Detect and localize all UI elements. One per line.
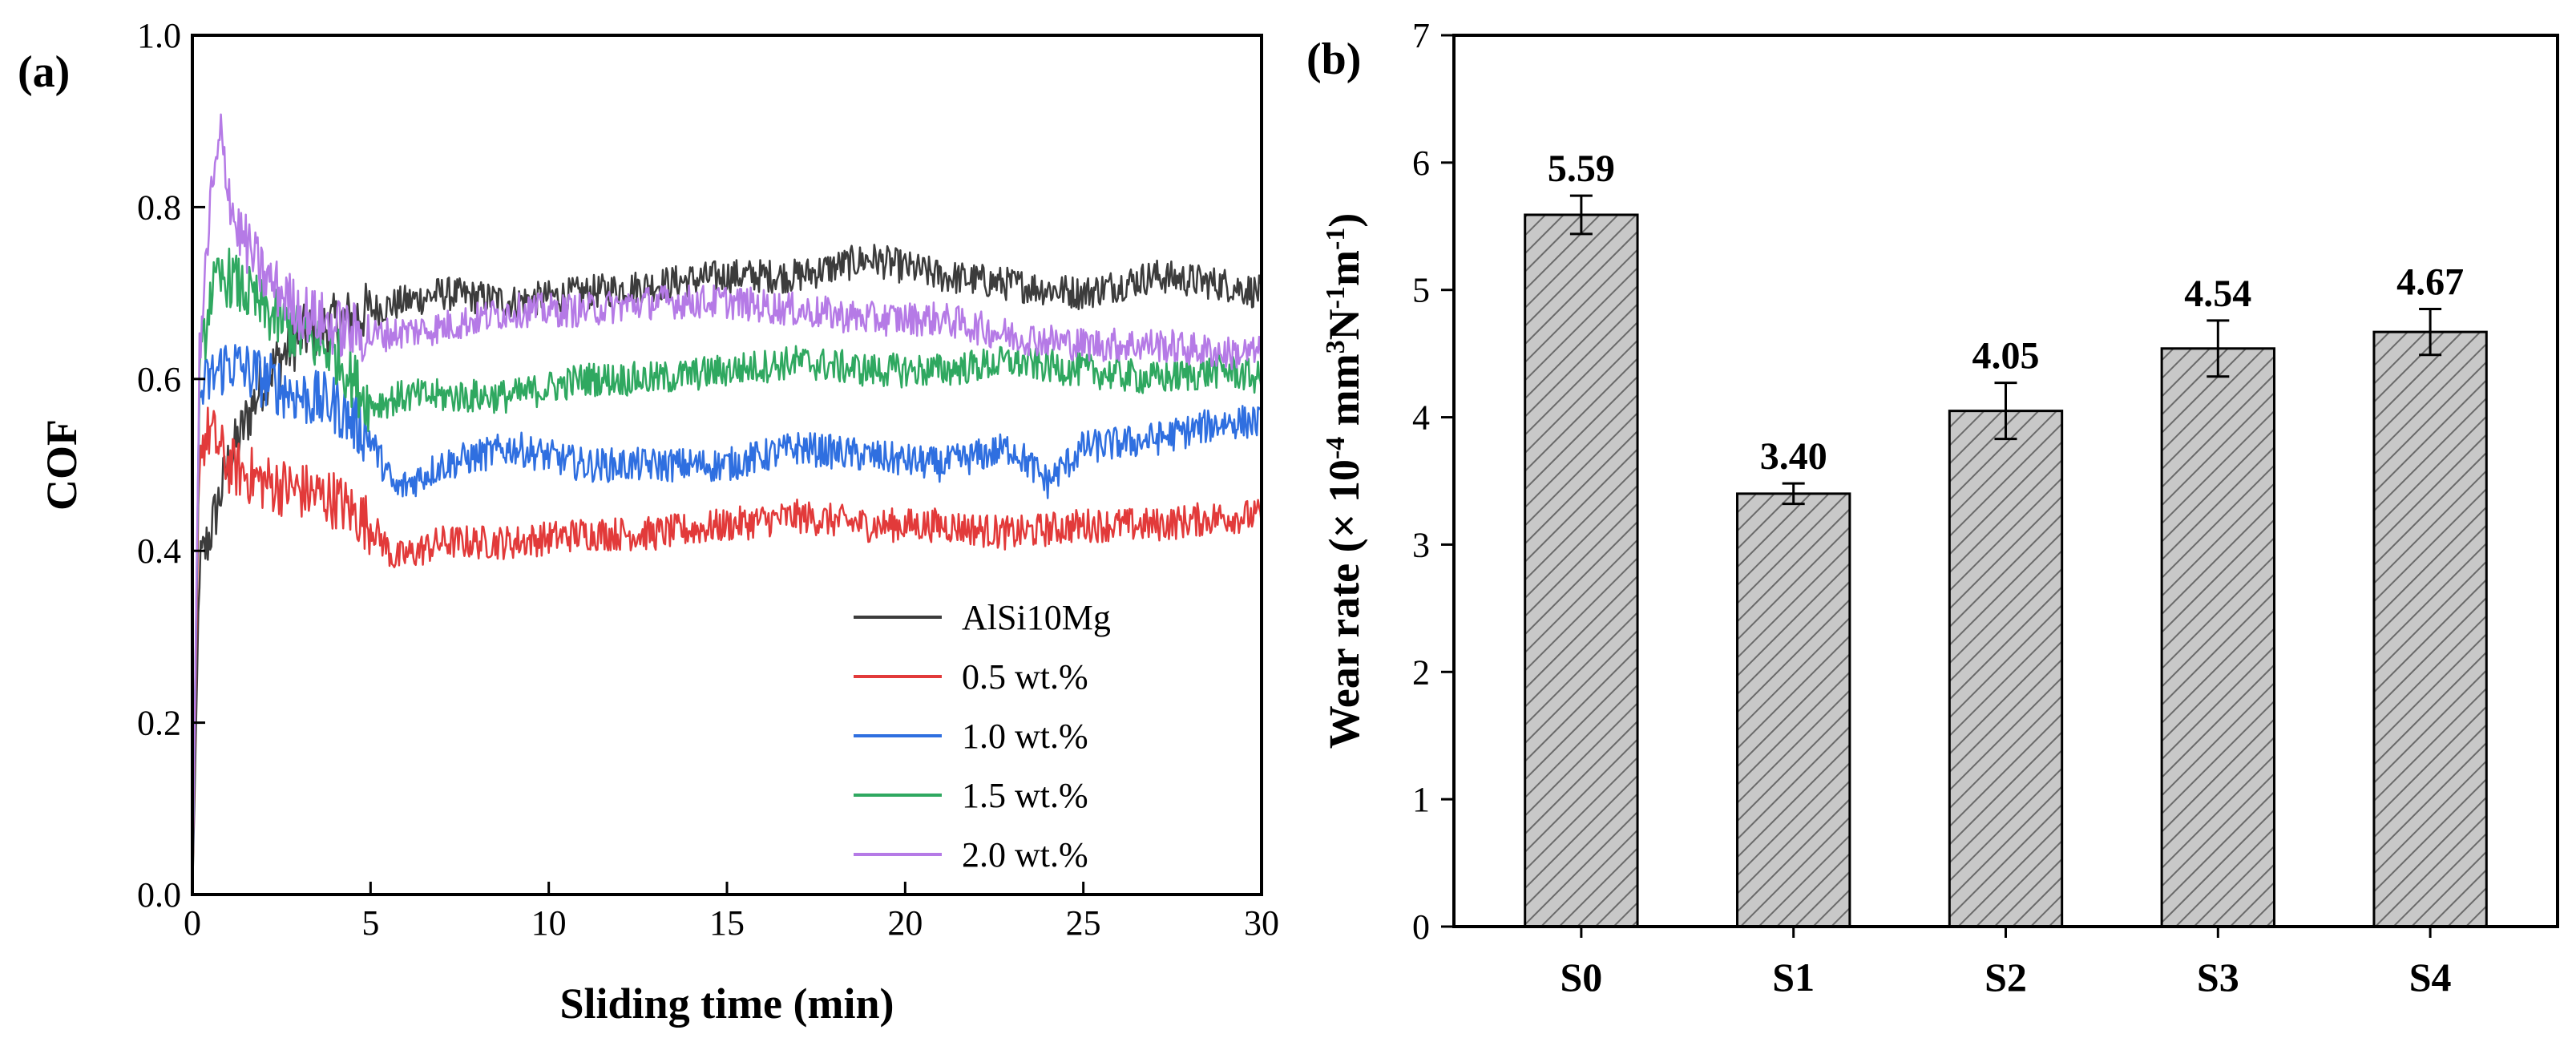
bar-S2 xyxy=(1948,410,2064,928)
x-tick-label: 15 xyxy=(709,903,745,943)
legend-label: 1.0 wt.% xyxy=(962,717,1088,756)
y-tick-label: 1.0 xyxy=(137,16,181,55)
panel-b: (b) 5.59 3.40 4.05 4.54 4.67 0 1 2 3 4 5 6 7 S0 S1 S2 S… xyxy=(1306,16,2559,1000)
panel-a-x-axis-label: Sliding time (min) xyxy=(559,979,894,1028)
x-tick-label: 0 xyxy=(184,903,201,943)
bar-value-label: 4.54 xyxy=(2184,273,2251,315)
series-line-4 xyxy=(191,247,1263,895)
panel-a-series xyxy=(191,113,1263,895)
y-tick-label: 2 xyxy=(1412,652,1430,692)
x-tick-label: 10 xyxy=(531,903,567,943)
y-tick-label: 0.6 xyxy=(137,360,181,399)
panel-b-ticks: 0 1 2 3 4 5 6 7 S0 S1 S2 S3 S4 xyxy=(1412,16,2452,1000)
bar-S4 xyxy=(2372,330,2488,928)
series-line-2 xyxy=(191,406,1263,895)
bar-value-label: 4.05 xyxy=(1972,335,2040,378)
category-label: S1 xyxy=(1772,955,1815,1000)
y-tick-label: 0.8 xyxy=(137,188,181,227)
legend-label: 2.0 wt.% xyxy=(962,835,1088,874)
y-tick-label: 0 xyxy=(1412,907,1430,947)
x-tick-label: 30 xyxy=(1244,903,1279,943)
bar-value-label: 5.59 xyxy=(1548,147,1615,190)
legend-label: AlSi10Mg xyxy=(962,598,1111,637)
bar-S1 xyxy=(1736,492,1851,928)
y-tick-label: 3 xyxy=(1412,525,1430,564)
panel-b-y-axis-label: Wear rate (× 10-4 mm3N-1m-1) xyxy=(1320,213,1368,749)
bar-value-label: 4.67 xyxy=(2396,261,2464,304)
y-tick-label: 1 xyxy=(1412,780,1430,819)
y-tick-label: 0.2 xyxy=(137,704,181,743)
panel-a-y-axis-label: COF xyxy=(38,419,86,511)
panel-a: (a) 0 5 10 15 20 25 30 0.0 0.2 0.4 0.6 0.8 1.0 Slidi… xyxy=(18,16,1279,1028)
legend-label: 0.5 wt.% xyxy=(962,657,1088,697)
series-line-1 xyxy=(191,244,1263,895)
category-label: S4 xyxy=(2409,955,2452,1000)
y-tick-label: 4 xyxy=(1412,398,1430,438)
x-tick-label: 20 xyxy=(887,903,923,943)
panel-b-label: (b) xyxy=(1306,34,1361,84)
bar-S3 xyxy=(2160,347,2275,928)
x-tick-label: 25 xyxy=(1066,903,1101,943)
panel-b-bars: 5.59 3.40 4.05 4.54 4.67 xyxy=(1524,147,2488,928)
panel-a-label: (a) xyxy=(18,47,70,97)
category-label: S0 xyxy=(1560,955,1602,1000)
y-tick-label: 7 xyxy=(1412,16,1430,55)
panel-a-axes-frame xyxy=(191,34,1263,896)
y-tick-label: 0.0 xyxy=(137,875,181,915)
panel-a-ticks: 0 5 10 15 20 25 30 0.0 0.2 0.4 0.6 0.8 1.0 xyxy=(137,16,1279,943)
y-tick-label: 0.4 xyxy=(137,531,181,571)
panel-a-legend: AlSi10Mg 0.5 wt.% 1.0 wt.% 1.5 wt.% 2.0 wt.% xyxy=(854,598,1111,874)
bar-value-label: 3.40 xyxy=(1760,435,1827,478)
category-label: S3 xyxy=(2197,955,2239,1000)
series-line-3 xyxy=(191,344,1263,895)
x-tick-label: 5 xyxy=(361,903,379,943)
y-tick-label: 6 xyxy=(1412,143,1430,183)
category-label: S2 xyxy=(1984,955,2027,1000)
y-tick-label: 5 xyxy=(1412,271,1430,310)
bar-S0 xyxy=(1524,213,1639,928)
legend-label: 1.5 wt.% xyxy=(962,776,1088,815)
series-line-5 xyxy=(191,113,1263,895)
